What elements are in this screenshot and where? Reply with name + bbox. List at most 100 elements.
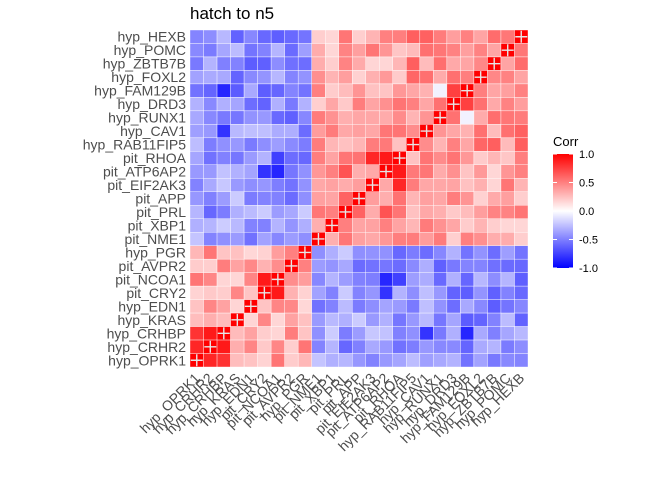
heatmap-cell [460, 70, 475, 85]
heatmap-cell [243, 218, 258, 233]
heatmap-cell [446, 205, 461, 219]
heatmap-cell [392, 137, 407, 152]
heatmap-cell [460, 272, 475, 287]
heatmap-cell [230, 29, 245, 44]
heatmap-cell [311, 339, 326, 354]
heatmap-cell [257, 29, 272, 44]
heatmap-cell [379, 272, 393, 287]
heatmap-cell [325, 339, 339, 354]
heatmap-cell [514, 164, 529, 179]
heatmap-cell [419, 70, 434, 85]
heatmap-cell [270, 299, 285, 314]
heatmap-cell [325, 353, 339, 368]
heatmap-cell [297, 258, 312, 273]
heatmap-cell [406, 353, 421, 368]
heatmap-cell [325, 231, 339, 246]
heatmap-cell [243, 272, 258, 287]
heatmap-cell [297, 124, 312, 139]
heatmap-cell [230, 178, 245, 192]
heatmap-cell [297, 110, 312, 125]
heatmap-cell [338, 191, 353, 206]
heatmap-cell [500, 312, 515, 327]
heatmap-cell [352, 97, 366, 112]
heatmap-cell [460, 299, 475, 314]
heatmap-cell [284, 205, 299, 219]
heatmap-cell [257, 353, 272, 368]
y-tick-label: pit_NME1 [125, 231, 187, 247]
heatmap-cell [365, 258, 380, 273]
heatmap-cell [433, 205, 448, 219]
diagonal-mark [312, 232, 325, 245]
heatmap-cell [338, 285, 353, 300]
heatmap-cell [365, 245, 380, 260]
heatmap-cell [487, 326, 502, 341]
heatmap-cell [500, 178, 515, 192]
heatmap-cell [514, 218, 529, 233]
heatmap-cell [203, 285, 218, 300]
heatmap-cell [352, 258, 366, 273]
heatmap-cell [325, 83, 339, 98]
heatmap-cell [500, 272, 515, 287]
heatmap-cell [392, 56, 407, 71]
heatmap-cell [473, 56, 488, 71]
heatmap-cell [189, 272, 204, 287]
heatmap-cell [379, 43, 393, 58]
heatmap-cell [311, 272, 326, 287]
heatmap-cell [230, 326, 245, 341]
heatmap-cell [203, 137, 218, 152]
heatmap-cell [257, 83, 272, 98]
heatmap-cell [230, 205, 245, 219]
heatmap-cell [365, 70, 380, 85]
heatmap-cell [365, 218, 380, 233]
heatmap-cell [433, 151, 448, 166]
heatmap-cell [297, 43, 312, 58]
heatmap-cell [406, 218, 421, 233]
diagonal-mark [231, 313, 244, 326]
heatmap-cell [419, 272, 434, 287]
heatmap-cell [230, 97, 245, 112]
heatmap-cell [500, 97, 515, 112]
heatmap-cell [460, 43, 475, 58]
x-axis-labels: hyp_OPRK1hyp_CRHR2hyp_CRHBPhyp_KRAShyp_E… [137, 369, 528, 454]
diagonal-mark [461, 84, 474, 97]
heatmap-cell [379, 56, 393, 71]
heatmap-cell [257, 258, 272, 273]
heatmap-cell [473, 353, 488, 368]
heatmap-cell [473, 164, 488, 179]
heatmap-cell [230, 218, 245, 233]
heatmap-cell [460, 218, 475, 233]
heatmap-cell [297, 70, 312, 85]
y-tick-label: hyp_CRHR2 [107, 339, 186, 355]
heatmap-cell [514, 151, 529, 166]
heatmap-cell [446, 258, 461, 273]
heatmap-cell [189, 164, 204, 179]
heatmap-cell [189, 178, 204, 192]
heatmap-cell [392, 326, 407, 341]
diagonal-mark [488, 57, 501, 70]
heatmap-cell [216, 43, 231, 58]
heatmap-cell [257, 205, 272, 219]
heatmap-cell [406, 56, 421, 71]
heatmap-cell [230, 272, 245, 287]
heatmap-cell [379, 299, 393, 314]
heatmap-cell [500, 56, 515, 71]
heatmap-cell [460, 285, 475, 300]
heatmap-cell [473, 231, 488, 246]
y-tick-label: pit_EIF2AK3 [107, 177, 186, 193]
heatmap-cell [325, 258, 339, 273]
heatmap-cell [311, 245, 326, 260]
heatmap-cell [325, 56, 339, 71]
heatmap-cell [433, 83, 448, 98]
heatmap-cell [473, 285, 488, 300]
heatmap-cell [406, 70, 421, 85]
heatmap-cell [487, 151, 502, 166]
heatmap-cell [270, 312, 285, 327]
heatmap-cell [243, 151, 258, 166]
heatmap-cell [325, 191, 339, 206]
y-tick-label: hyp_EDN1 [118, 298, 186, 314]
heatmap-cell [338, 97, 353, 112]
heatmap-cell [338, 137, 353, 152]
heatmap-cell [257, 124, 272, 139]
heatmap-cell [460, 97, 475, 112]
heatmap-cell [419, 83, 434, 98]
